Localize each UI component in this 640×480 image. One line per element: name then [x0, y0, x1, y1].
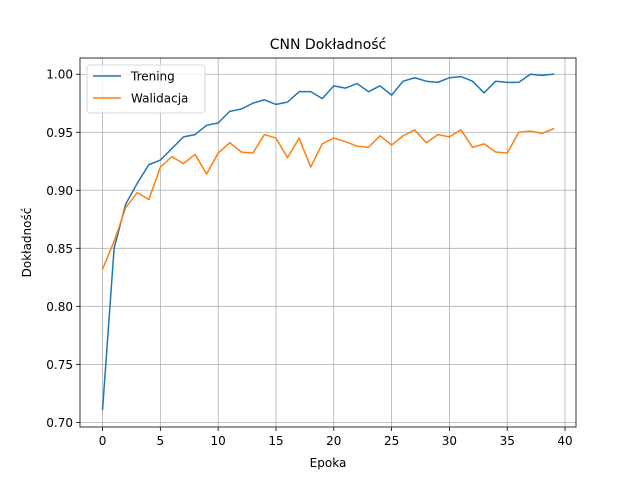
series-line-walidacja	[101, 127, 555, 271]
x-axis-label: Epoka	[310, 456, 347, 470]
x-tick-label: 35	[500, 434, 515, 448]
x-tick-label: 10	[211, 434, 226, 448]
x-tick-label: 0	[99, 434, 107, 448]
plot-frame	[79, 57, 577, 428]
x-tick-label: 5	[157, 434, 165, 448]
x-tick-label: 25	[384, 434, 399, 448]
y-tick-label: 0.95	[46, 126, 73, 140]
plot-series	[101, 73, 555, 411]
x-tick-label: 30	[442, 434, 457, 448]
grid-lines	[80, 58, 576, 427]
legend: Trening Walidacja	[86, 64, 206, 114]
axis-ticks: 0 5 10 15 20 25 30 35 40 0.70 0.75 0.80 0.85 0.90 0.95…	[46, 68, 572, 448]
y-tick-label: 0.70	[46, 416, 73, 430]
y-tick-label: 0.80	[46, 300, 73, 314]
legend-box	[86, 64, 206, 114]
legend-label-trening: Trening	[130, 70, 175, 84]
y-tick-label: 0.85	[46, 242, 73, 256]
y-axis-label: Dokładność	[20, 208, 34, 278]
chart-title: CNN Dokładność	[270, 37, 387, 53]
y-tick-label: 0.75	[46, 358, 73, 372]
legend-label-walidacja: Walidacja	[131, 92, 188, 106]
x-tick-label: 15	[268, 434, 283, 448]
y-tick-label: 1.00	[46, 68, 73, 82]
y-tick-label: 0.90	[46, 184, 73, 198]
series-line-trening	[101, 73, 555, 411]
x-tick-label: 20	[326, 434, 341, 448]
x-tick-label: 40	[557, 434, 572, 448]
